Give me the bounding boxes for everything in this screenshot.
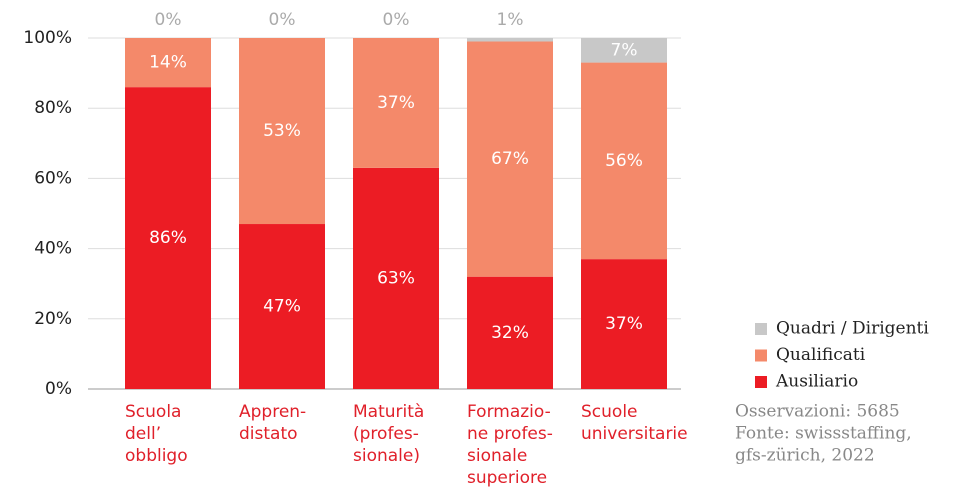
bar-segment (125, 87, 211, 389)
y-tick-label: 100% (23, 28, 72, 48)
value-label: 1% (497, 10, 524, 30)
bar-segment (467, 276, 553, 389)
value-label: 32% (491, 323, 529, 343)
y-tick-label: 0% (45, 379, 72, 399)
bar-segment (239, 38, 325, 225)
value-label: 63% (377, 268, 415, 288)
legend-label: Ausiliario (775, 372, 858, 392)
x-tick-label: Appren-distato (239, 402, 306, 444)
x-tick-label: Maturità (profes-sionale) (353, 402, 424, 466)
note: Fonte: swissstaffing, (735, 424, 912, 444)
bar-segment (125, 38, 211, 88)
x-tick-label: Scuola dell’ obbligo (125, 402, 188, 466)
bar-segment (581, 38, 667, 63)
bar-segment (581, 259, 667, 389)
bar-segment (239, 224, 325, 389)
note: Osservazioni: 5685 (735, 402, 900, 422)
value-label: 67% (491, 149, 529, 169)
value-label: 0% (155, 10, 182, 30)
y-tick-label: 80% (34, 98, 72, 118)
value-label: 0% (383, 10, 410, 30)
bar-segment (353, 167, 439, 389)
value-label: 86% (149, 228, 187, 248)
legend-label: Quadri / Dirigenti (776, 319, 929, 339)
legend-swatch (755, 349, 767, 362)
legend-label: Qualificati (776, 345, 866, 365)
note: gfs-zürich, 2022 (735, 446, 875, 466)
value-label: 14% (149, 53, 187, 73)
x-tick-label: Formazio-ne profes-sionale superiore (467, 402, 553, 488)
legend-swatch (755, 323, 767, 335)
value-label: 37% (377, 93, 415, 113)
value-label: 53% (263, 121, 301, 141)
value-label: 56% (605, 151, 643, 171)
y-tick-label: 20% (34, 309, 72, 329)
legend-swatch (755, 376, 767, 388)
y-tick-label: 60% (34, 168, 72, 188)
y-tick-label: 40% (34, 239, 72, 259)
bar-segment (467, 41, 553, 277)
bar-segment (581, 62, 667, 260)
x-tick-label: Scuole universitarie (581, 402, 688, 444)
value-label: 0% (269, 10, 296, 30)
value-label: 7% (611, 40, 638, 60)
bar-segment (353, 38, 439, 168)
bar-segment (467, 38, 553, 42)
value-label: 37% (605, 314, 643, 334)
value-label: 47% (263, 297, 301, 317)
